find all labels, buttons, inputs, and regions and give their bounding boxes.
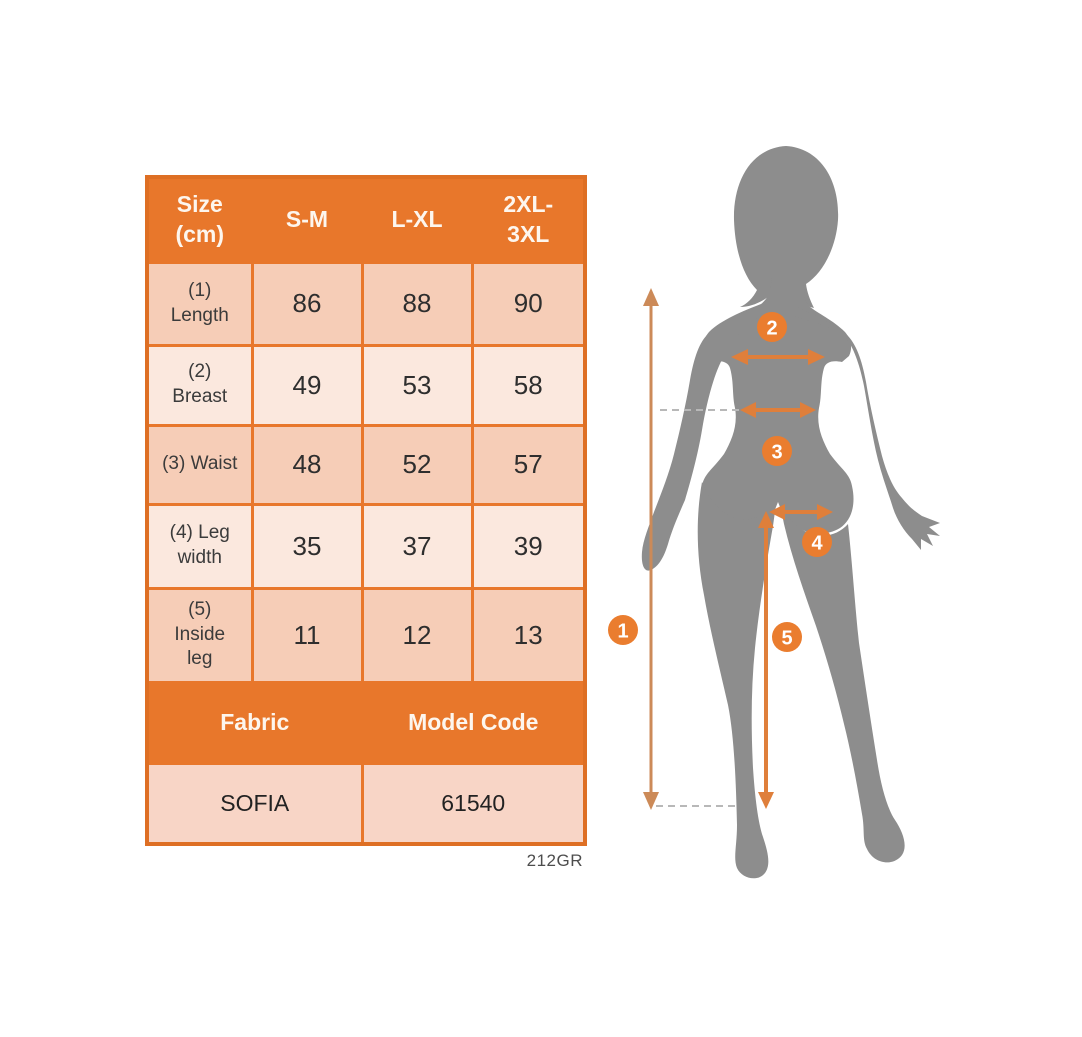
row-label-leg-width: (4) Leg width bbox=[145, 502, 254, 590]
value-cell: 39 bbox=[470, 502, 587, 590]
row-label-waist: (3) Waist bbox=[145, 423, 254, 506]
header-cell-model-code: Model Code bbox=[360, 680, 587, 765]
marker-1: 1 bbox=[608, 615, 638, 645]
table-row-fabric-header: Fabric Model Code bbox=[145, 680, 587, 765]
value-cell: 13 bbox=[470, 586, 587, 684]
value-cell: 48 bbox=[250, 423, 364, 506]
table-row-leg-width: (4) Leg width 35 37 39 bbox=[145, 502, 587, 590]
measurement-figure: 1 2 3 4 5 bbox=[590, 130, 970, 945]
marker-2-label: 2 bbox=[766, 318, 777, 340]
value-cell: 58 bbox=[470, 343, 587, 427]
marker-1-label: 1 bbox=[617, 621, 628, 643]
marker-3-label: 3 bbox=[771, 442, 782, 464]
fabric-value-cell: SOFIA bbox=[145, 761, 364, 846]
marker-2: 2 bbox=[757, 312, 787, 342]
model-note: 212GR bbox=[526, 851, 583, 870]
leg-width-arrow bbox=[769, 504, 833, 520]
right-arm-shape bbox=[794, 306, 940, 550]
header-cell-l-xl: L-XL bbox=[360, 175, 474, 264]
model-code-value-cell: 61540 bbox=[360, 761, 587, 846]
marker-5: 5 bbox=[772, 622, 802, 652]
header-cell-fabric: Fabric bbox=[145, 680, 364, 765]
size-table: Size (cm) S-M L-XL 2XL- 3XL (1) Length 8… bbox=[145, 175, 587, 846]
head-shape bbox=[733, 146, 839, 308]
value-cell: 35 bbox=[250, 502, 364, 590]
marker-3: 3 bbox=[762, 436, 792, 466]
value-cell: 52 bbox=[360, 423, 474, 506]
value-cell: 49 bbox=[250, 343, 364, 427]
row-label-breast: (2) Breast bbox=[145, 343, 254, 427]
marker-5-label: 5 bbox=[781, 628, 792, 650]
value-cell: 12 bbox=[360, 586, 474, 684]
table-row-length: (1) Length 86 88 90 bbox=[145, 260, 587, 347]
header-cell-s-m: S-M bbox=[250, 175, 364, 264]
table-row-inside-leg: (5) Inside leg 11 12 13 bbox=[145, 586, 587, 684]
value-cell: 53 bbox=[360, 343, 474, 427]
row-label-length: (1) Length bbox=[145, 260, 254, 347]
marker-4-label: 4 bbox=[811, 533, 823, 555]
body-silhouette-diagram: 1 2 3 4 5 bbox=[608, 146, 940, 879]
value-cell: 86 bbox=[250, 260, 364, 347]
value-cell: 11 bbox=[250, 586, 364, 684]
torso-shape bbox=[700, 275, 854, 534]
value-cell: 37 bbox=[360, 502, 474, 590]
table-row-breast: (2) Breast 49 53 58 bbox=[145, 343, 587, 427]
left-leg-shape bbox=[697, 482, 776, 879]
right-leg-shape bbox=[780, 504, 905, 863]
waist-arrow bbox=[740, 402, 816, 418]
value-cell: 88 bbox=[360, 260, 474, 347]
length-arrow bbox=[643, 288, 659, 810]
marker-4: 4 bbox=[802, 527, 832, 557]
inside-leg-arrow bbox=[758, 511, 774, 809]
header-cell-2xl-3xl: 2XL- 3XL bbox=[470, 175, 587, 264]
female-silhouette bbox=[641, 146, 940, 879]
row-label-inside-leg: (5) Inside leg bbox=[145, 586, 254, 684]
table-header-row: Size (cm) S-M L-XL 2XL- 3XL bbox=[145, 175, 587, 264]
header-cell-size-cm: Size (cm) bbox=[145, 175, 254, 264]
breast-arrow bbox=[731, 349, 825, 365]
left-arm-shape bbox=[641, 306, 761, 571]
value-cell: 57 bbox=[470, 423, 587, 506]
table-row-fabric-values: SOFIA 61540 bbox=[145, 761, 587, 846]
value-cell: 90 bbox=[470, 260, 587, 347]
table-row-waist: (3) Waist 48 52 57 bbox=[145, 423, 587, 506]
